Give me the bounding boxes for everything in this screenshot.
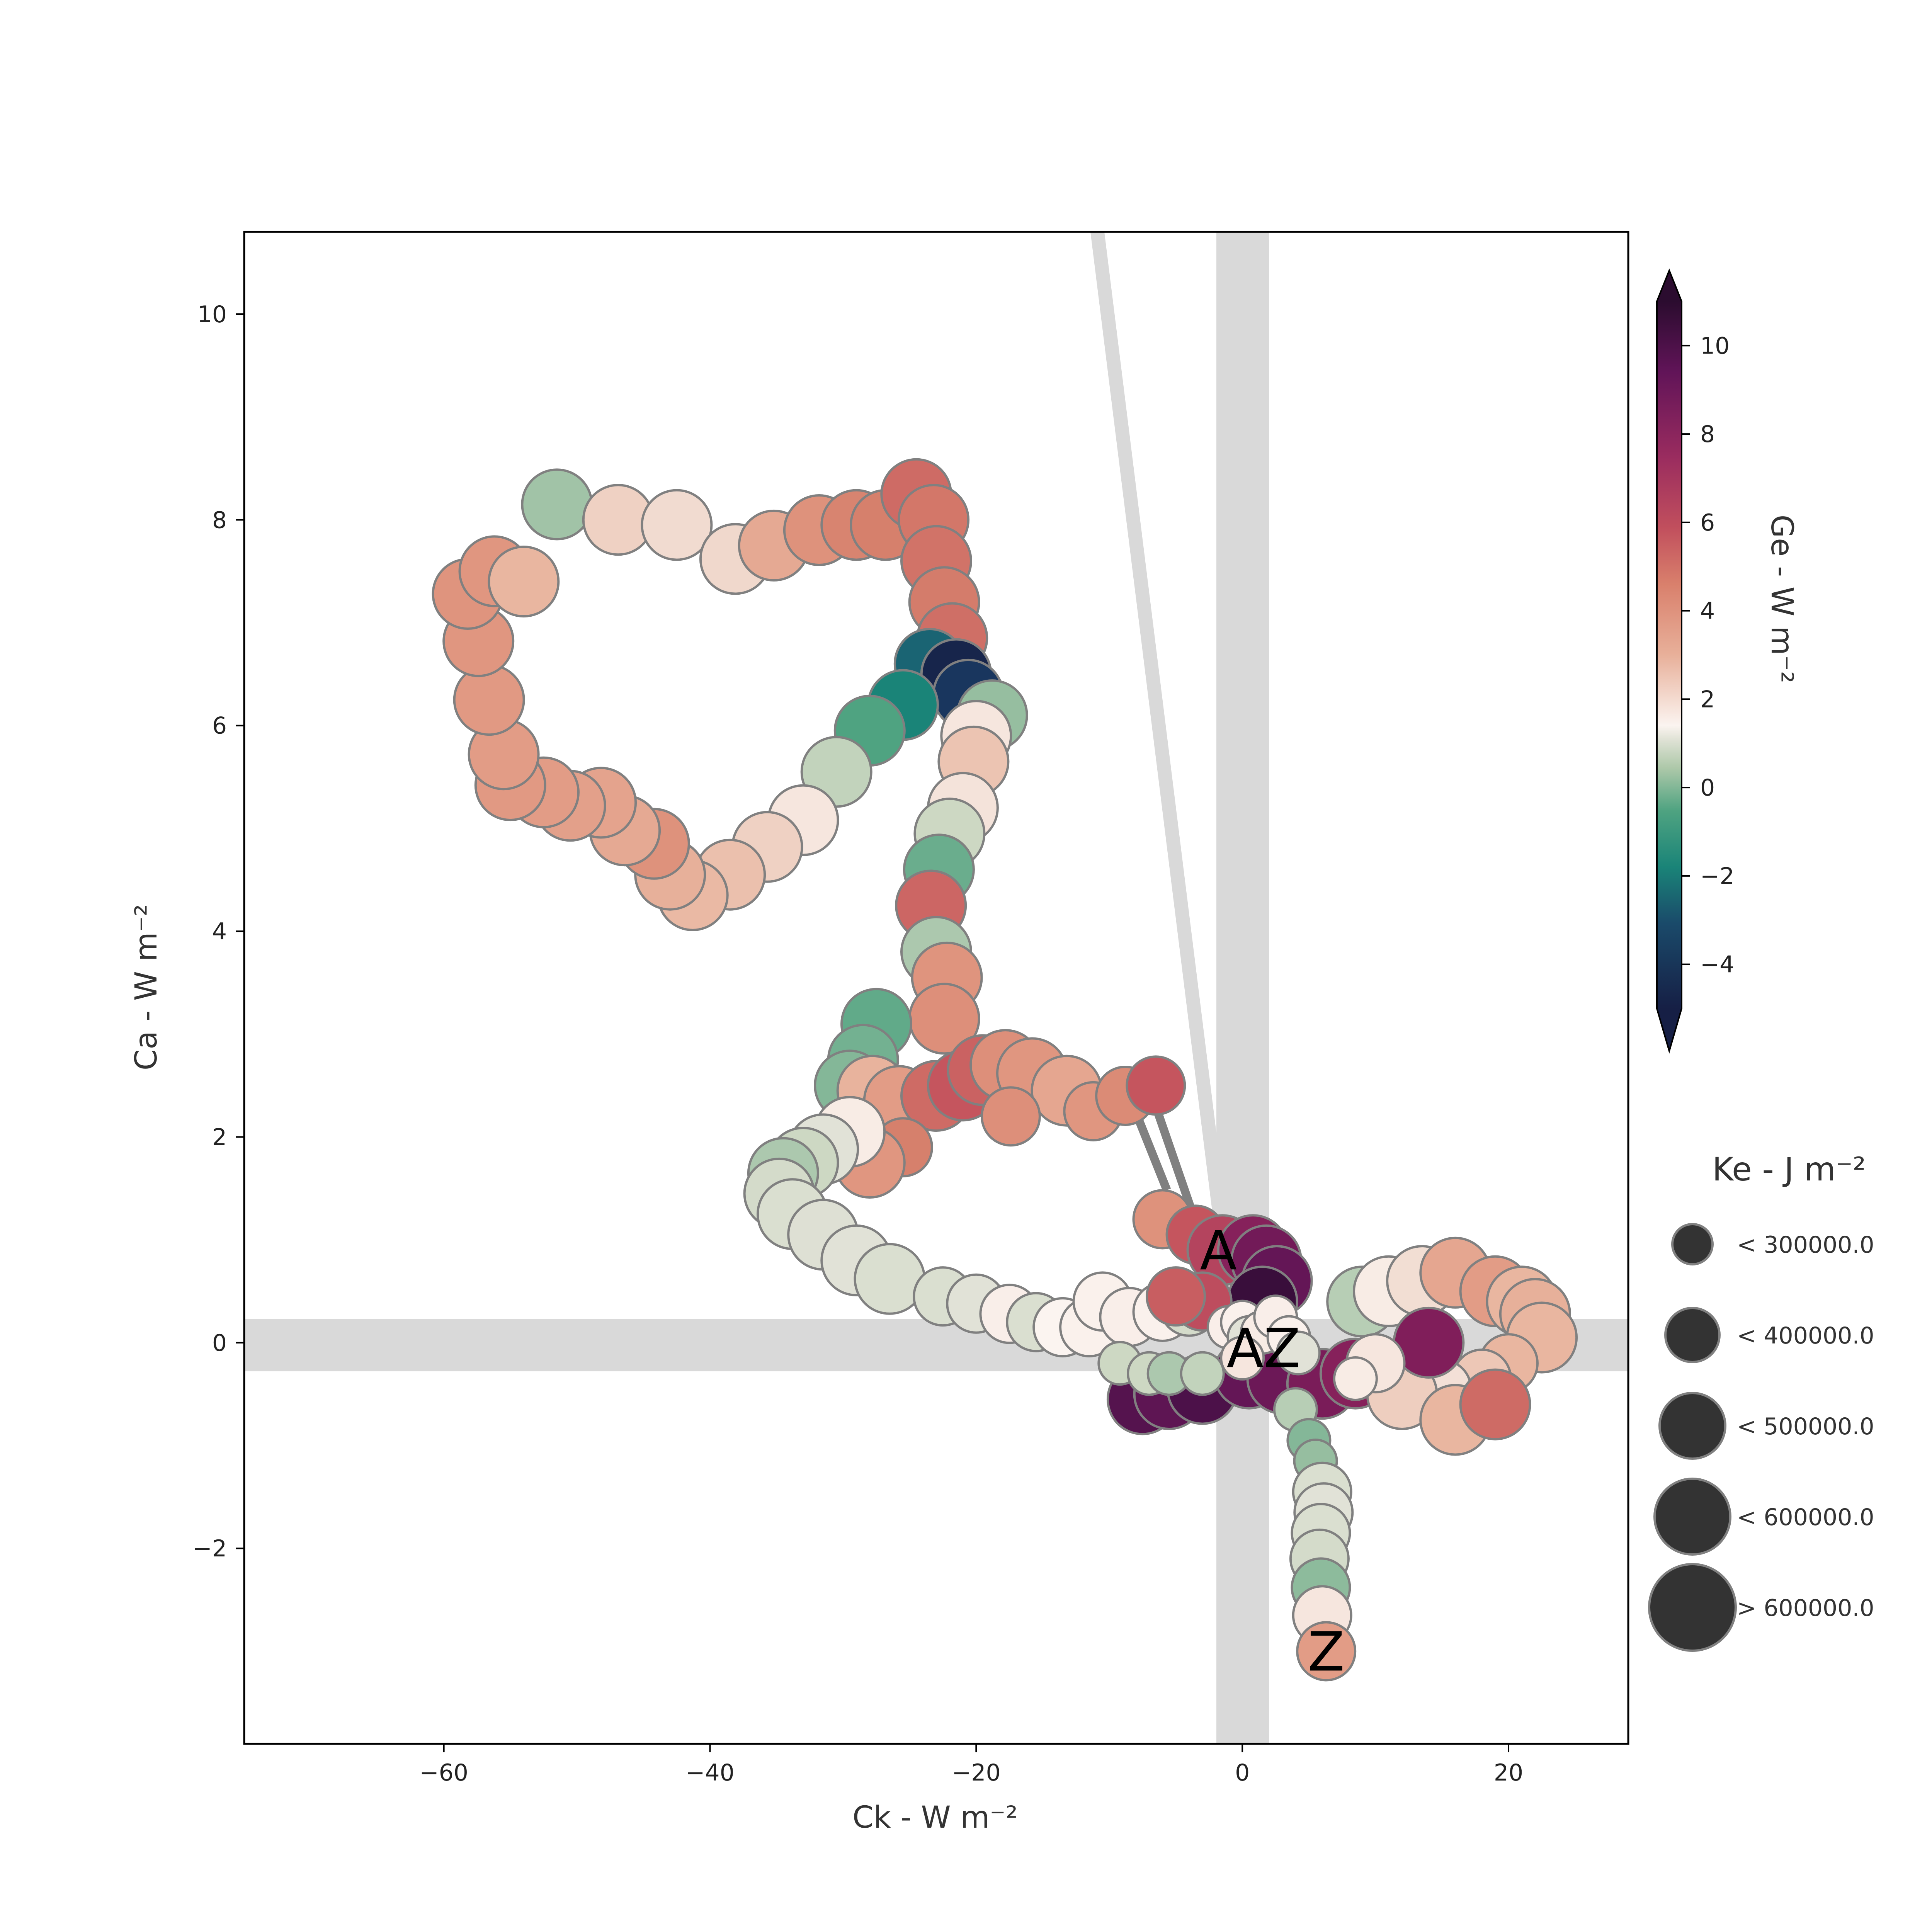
colorbar: 10 8 6 4 2 0 −2 −4 Ge - W m⁻² xyxy=(1656,268,1799,1054)
y-tick-label: 0 xyxy=(212,1330,227,1357)
y-tick-label: 2 xyxy=(212,1124,227,1151)
x-axis: −60 −40 −20 0 20 xyxy=(419,1744,1523,1786)
trajectory-connector xyxy=(1132,1111,1171,1192)
plot-frame xyxy=(243,231,1629,1745)
y-axis-label: Ca - W m⁻² xyxy=(129,904,164,1070)
y-tick-label: −2 xyxy=(193,1535,227,1562)
colorbar-body xyxy=(1657,301,1682,1009)
x-axis-label: Ck - W m⁻² xyxy=(852,1800,1018,1835)
x-tick-label: −20 xyxy=(952,1759,1001,1786)
colorbar-extend-bottom xyxy=(1657,1009,1682,1051)
y-tick-label: 10 xyxy=(197,301,227,328)
y-axis: −2 0 2 4 6 8 10 xyxy=(193,301,244,1562)
point-marker-label: A xyxy=(1200,1219,1237,1282)
colorbar-tick-label: 0 xyxy=(1700,774,1715,801)
size-legend-label: > 600000.0 xyxy=(1737,1595,1874,1622)
size-legend-bubble xyxy=(1653,1478,1731,1556)
data-point xyxy=(521,468,593,541)
point-marker-label: Z xyxy=(1308,1621,1345,1684)
data-point xyxy=(488,546,560,617)
y-tick-label: 4 xyxy=(212,918,227,945)
diagonal-band xyxy=(1090,232,1235,1279)
data-point xyxy=(1220,1335,1265,1381)
colorbar-tick-label: 8 xyxy=(1700,421,1715,448)
data-point xyxy=(980,1086,1041,1147)
colorbar-extend-top xyxy=(1657,270,1682,301)
size-legend-bubble xyxy=(1658,1392,1726,1460)
data-point xyxy=(1146,1266,1206,1327)
points-layer xyxy=(432,458,1578,1682)
x-tick-label: −40 xyxy=(685,1759,735,1786)
data-point xyxy=(1333,1356,1378,1401)
size-legend-title: Ke - J m⁻² xyxy=(1712,1150,1866,1188)
size-legend: Ke - J m⁻² < 300000.0 < 400000.0 < 500000.… xyxy=(1648,1150,1874,1652)
colorbar-tick-label: −2 xyxy=(1700,863,1734,890)
y-tick-label: 6 xyxy=(212,713,227,740)
size-legend-bubble xyxy=(1664,1307,1721,1363)
colorbar-ticks: 10 8 6 4 2 0 −2 −4 xyxy=(1682,332,1734,978)
colorbar-tick-label: 6 xyxy=(1700,509,1715,536)
colorbar-outline xyxy=(1656,268,1682,1054)
x-tick-label: −60 xyxy=(419,1759,468,1786)
data-point xyxy=(1276,1330,1321,1376)
colorbar-label: Ge - W m⁻² xyxy=(1764,515,1799,684)
x-tick-label: 0 xyxy=(1235,1759,1250,1786)
point-marker-label: AZ xyxy=(1226,1317,1301,1380)
size-legend-label: < 400000.0 xyxy=(1737,1322,1874,1349)
data-point xyxy=(1296,1621,1357,1682)
colorbar-tick-label: 4 xyxy=(1700,598,1715,625)
data-point xyxy=(1459,1368,1531,1440)
size-legend-label: < 300000.0 xyxy=(1737,1231,1874,1259)
trajectory-connector xyxy=(1151,1104,1198,1219)
data-point xyxy=(1180,1351,1225,1396)
size-legend-bubble xyxy=(1671,1223,1714,1265)
colorbar-tick-label: 10 xyxy=(1700,332,1730,359)
size-legend-label: < 500000.0 xyxy=(1737,1413,1874,1440)
size-legend-entries: < 300000.0 < 400000.0 < 500000.0 < 600000.0… xyxy=(1648,1223,1874,1652)
x-tick-label: 20 xyxy=(1494,1759,1523,1786)
size-legend-label: < 600000.0 xyxy=(1737,1504,1874,1531)
zero-band-vertical xyxy=(1216,232,1269,1744)
y-tick-label: 8 xyxy=(212,507,227,534)
data-point xyxy=(641,489,713,561)
colorbar-tick-label: 2 xyxy=(1700,686,1715,713)
size-legend-bubble xyxy=(1648,1563,1737,1652)
data-point xyxy=(1126,1055,1186,1116)
colorbar-tick-label: −4 xyxy=(1700,951,1734,978)
